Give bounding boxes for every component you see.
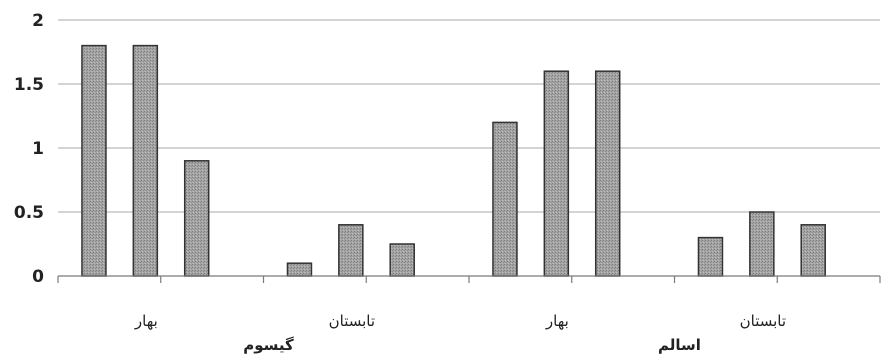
y-tick-label: 1.5 xyxy=(14,75,44,95)
y-tick-label: 0 xyxy=(32,267,44,287)
bar-0-1-1 xyxy=(338,224,364,277)
category-label: تابستان xyxy=(329,312,375,330)
category-label: بهار xyxy=(134,312,158,330)
grid-lines xyxy=(58,19,880,213)
y-tick-label: 2 xyxy=(32,11,44,31)
category-label: بهار xyxy=(545,312,569,330)
bar-1-1-1 xyxy=(749,211,775,277)
category-labels: بهار تابستان بهار تابستان xyxy=(134,312,786,330)
bar-1-0-1 xyxy=(543,70,570,277)
y-axis-ticks: 0 0.5 1 1.5 2 xyxy=(14,11,44,287)
y-tick-label: 0.5 xyxy=(14,203,44,223)
bar-1-1-0 xyxy=(697,236,724,277)
bar-0-1-2 xyxy=(389,243,415,277)
category-label: تابستان xyxy=(740,312,786,330)
x-axis xyxy=(57,275,881,283)
bar-0-0-1 xyxy=(132,44,159,277)
bar-0-1-0 xyxy=(286,262,313,277)
group-label: اسالم xyxy=(658,336,701,354)
bar-0-0-2 xyxy=(183,160,210,277)
bars xyxy=(81,44,826,277)
bar-1-0-2 xyxy=(594,70,621,277)
group-label: گیسوم xyxy=(243,336,294,354)
y-tick-label: 1 xyxy=(32,139,44,159)
group-labels: گیسوم اسالم xyxy=(243,336,701,354)
bar-1-0-0 xyxy=(492,121,518,277)
bar-1-1-2 xyxy=(800,224,826,277)
bar-0-0-0 xyxy=(81,44,107,277)
